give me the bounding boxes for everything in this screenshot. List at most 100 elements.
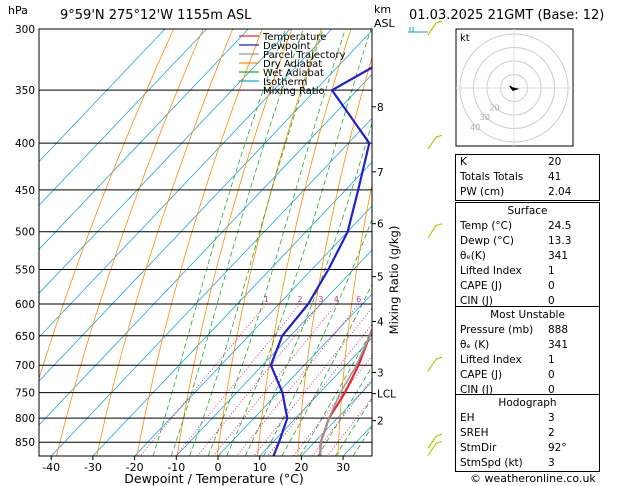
hodograph-table-row: EH 3 — [456, 411, 599, 426]
surface-title: Surface — [507, 205, 548, 217]
surface-key: CAPE (J) — [460, 280, 503, 292]
pressure-tick-label: 550 — [15, 265, 35, 277]
isotherm-line — [39, 29, 207, 207]
hodograph-table-key: StmSpd (kt) — [460, 457, 523, 469]
pressure-tick-label: 350 — [15, 85, 35, 97]
hodograph-table-value: 2 — [548, 427, 555, 439]
legend-label: Parcel Trajectory — [263, 50, 346, 61]
index-value: 41 — [548, 171, 562, 183]
wind-barb — [427, 20, 443, 36]
dry-adiabat-line — [257, 29, 352, 456]
hodograph-ring-label: 30 — [480, 113, 490, 122]
hodograph-panel: Hodograph EH 3 SREH 2 StmDir 92° StmSpd (kt) 3 — [455, 394, 600, 472]
isotherm-line — [39, 29, 372, 382]
most-unstable-row: CIN (J) 0 — [456, 383, 599, 398]
surface-row: CAPE (J) 0 — [456, 279, 599, 294]
dry-adiabat-line — [39, 29, 174, 380]
x-tick-label: 20 — [294, 461, 308, 474]
mixing-ratio-line — [196, 303, 322, 456]
isotherm-line — [39, 29, 166, 163]
copyright: © weatheronline.co.uk — [470, 472, 596, 485]
most-unstable-key: Lifted Index — [460, 354, 522, 366]
dewpoint-line — [269, 66, 372, 456]
isotherm-line — [39, 29, 291, 294]
isotherm-line — [176, 249, 372, 456]
pressure-tick-label: 300 — [15, 24, 35, 36]
index-row: PW (cm) 2.04 — [456, 185, 599, 200]
pressure-tick-label: 400 — [15, 138, 35, 150]
isotherm-line — [92, 161, 372, 456]
most-unstable-row: Lifted Index 1 — [456, 353, 599, 368]
wind-barb — [427, 223, 443, 239]
parcel-trajectory-line — [319, 328, 372, 456]
km-tick-label: 2 — [377, 416, 384, 428]
surface-value: 1 — [548, 265, 555, 277]
mixing-ratio-label: 8 — [373, 295, 378, 304]
hodograph-ring-label: 20 — [489, 103, 499, 112]
index-row: K 20 — [456, 155, 599, 170]
mixing-ratio-line — [326, 397, 372, 456]
hodograph-unit: kt — [460, 33, 470, 44]
most-unstable-key: CIN (J) — [460, 384, 493, 396]
x-tick-label: 0 — [215, 461, 222, 474]
hodograph-table-key: SREH — [460, 427, 489, 439]
wet-adiabat-line — [170, 29, 304, 456]
pressure-tick-label: 600 — [15, 299, 35, 311]
isotherm-line — [259, 337, 372, 456]
isotherm-line — [39, 29, 333, 338]
dry-adiabat-line — [297, 56, 372, 456]
index-key: PW (cm) — [460, 186, 505, 198]
wind-barb — [408, 27, 428, 33]
mixing-ratio-line — [267, 323, 372, 456]
hodograph-table-row: SREH 2 — [456, 426, 599, 441]
km-tick-label: 8 — [377, 102, 384, 114]
surface-value: 24.5 — [548, 220, 572, 232]
index-value: 20 — [548, 156, 562, 168]
surface-key: θₑ(K) — [460, 250, 486, 262]
wet-adiabat-line — [152, 29, 286, 456]
index-value: 2.04 — [548, 186, 572, 198]
hodograph-table-title: Hodograph — [498, 397, 557, 409]
most-unstable-value: 341 — [548, 339, 569, 351]
dry-adiabat-line — [337, 182, 372, 456]
dry-adiabat-line — [603, 29, 620, 456]
isotherm-line — [39, 29, 249, 250]
x-tick-label: -10 — [167, 461, 185, 474]
wind-barb — [427, 433, 443, 449]
dry-adiabat-line — [216, 29, 322, 456]
legend-label: Dry Adiabat — [263, 59, 322, 70]
mixing-ratio-label: 25 — [440, 295, 450, 304]
isotherm-line — [39, 73, 372, 426]
most-unstable-panel: Most Unstable Pressure (mb) 888 θₑ (K) 341 L… — [455, 306, 600, 399]
location-title: 9°59'N 275°12'W 1155m ASL — [60, 8, 252, 23]
isotherm-line — [134, 205, 372, 456]
km-unit-label: km — [374, 3, 392, 16]
wet-adiabat-line — [207, 29, 346, 456]
index-key: K — [460, 156, 467, 168]
mixing-ratio-axis-title: Mixing Ratio (g/kg) — [387, 226, 401, 335]
mixing-ratio-label: 2 — [297, 295, 302, 304]
km-tick-label: 3 — [377, 367, 384, 379]
km-tick-label: 4 — [377, 316, 384, 328]
indices-panel: K 20 Totals Totals 41 PW (cm) 2.04 — [455, 154, 600, 201]
dry-adiabat-line — [56, 29, 204, 456]
datetime-title: 01.03.2025 21GMT (Base: 12) — [409, 8, 605, 23]
surface-value: 0 — [548, 295, 555, 307]
wet-adiabat-line — [263, 218, 372, 456]
pressure-tick-label: 450 — [15, 185, 35, 197]
mixing-ratio-line — [212, 303, 337, 456]
pressure-tick-label: 850 — [15, 437, 35, 449]
hodograph-table-key: EH — [460, 412, 475, 424]
mixing-ratio-label: 3 — [318, 295, 323, 304]
pressure-tick-label: 700 — [15, 360, 35, 372]
hodograph-table-value: 92° — [548, 442, 567, 454]
mixing-ratio-line — [311, 378, 372, 456]
legend-label: Wet Adiabat — [263, 68, 324, 79]
hodograph-table-value: 3 — [548, 412, 555, 424]
legend-label: Isotherm — [263, 77, 307, 88]
x-tick-label: 30 — [336, 461, 350, 474]
wet-adiabat-line — [226, 29, 372, 456]
most-unstable-row: Pressure (mb) 888 — [456, 323, 599, 338]
